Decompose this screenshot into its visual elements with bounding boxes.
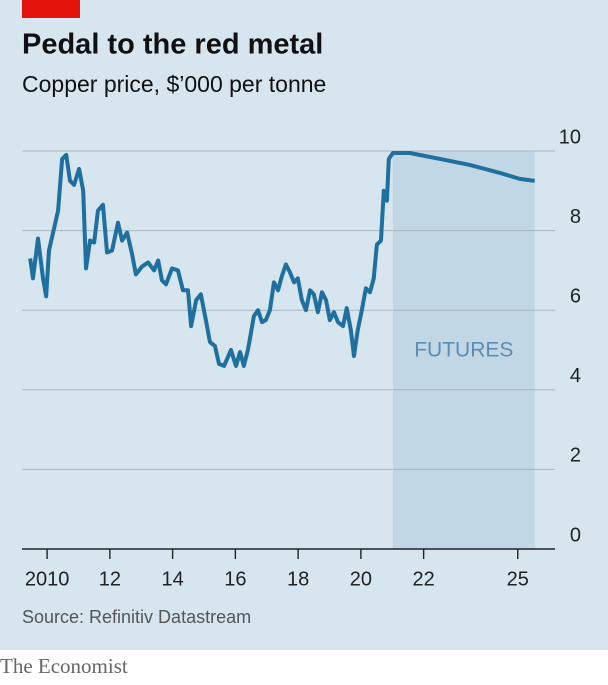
x-tick-label: 14 xyxy=(161,568,183,590)
chart-title: Pedal to the red metal xyxy=(22,29,323,61)
x-tick-label: 12 xyxy=(99,568,121,590)
y-tick-label: 4 xyxy=(570,365,581,387)
futures-region xyxy=(392,151,535,549)
y-tick-label: 0 xyxy=(570,524,581,546)
futures-label: FUTURES xyxy=(414,339,513,362)
y-tick-label: 8 xyxy=(570,206,581,228)
x-tick-label: 16 xyxy=(224,568,246,590)
red-tag xyxy=(22,0,80,18)
source: Source: Refinitiv Datastream xyxy=(22,607,251,627)
y-tick-label: 6 xyxy=(570,285,581,307)
brand: The Economist xyxy=(0,654,128,678)
x-tick-label: 18 xyxy=(287,568,309,590)
x-tick-label: 2010 xyxy=(25,568,70,590)
x-tick-label: 25 xyxy=(507,568,529,590)
price-line xyxy=(28,150,535,368)
y-tick-label: 2 xyxy=(570,445,581,467)
chart-subtitle: Copper price, $’000 per tonne xyxy=(22,71,326,97)
x-tick-label: 20 xyxy=(350,568,372,590)
y-tick-label: 10 xyxy=(559,126,581,148)
x-tick-label: 22 xyxy=(413,568,435,590)
